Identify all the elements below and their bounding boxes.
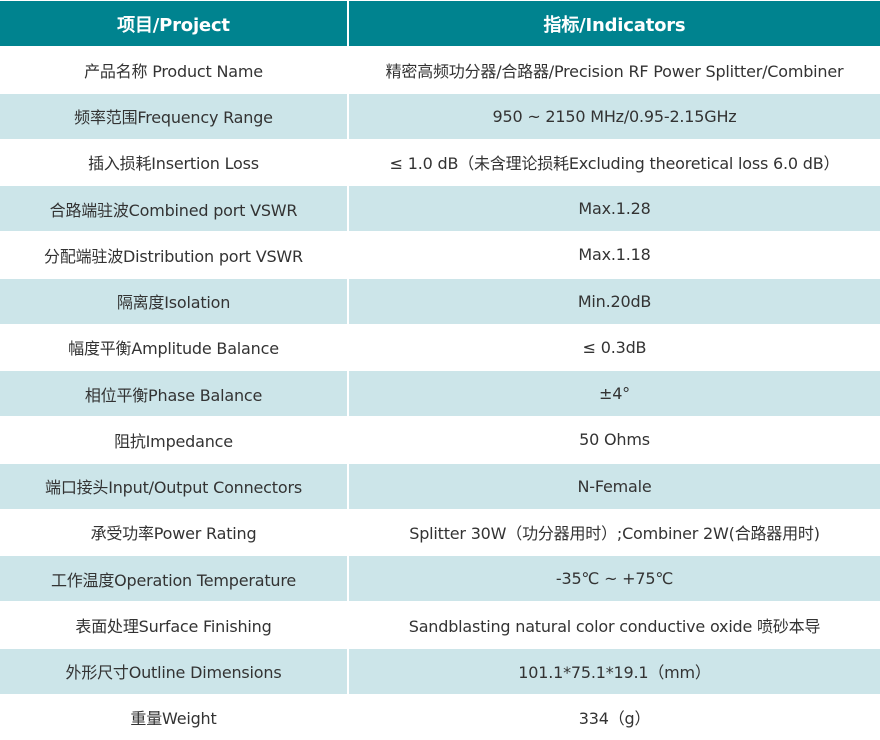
table-row: 隔离度Isolation Min.20dB xyxy=(0,278,880,325)
table-row: 阻抗Impedance 50 Ohms xyxy=(0,416,880,463)
table-row: 插入损耗Insertion Loss ≤ 1.0 dB（未含理论损耗Excludi… xyxy=(0,139,880,186)
row-label: 承受功率Power Rating xyxy=(0,509,349,556)
table-row: 端口接头Input/Output Connectors N-Female xyxy=(0,463,880,510)
table-row: 重量Weight 334（g） xyxy=(0,694,880,740)
row-value: -35℃ ~ +75℃ xyxy=(348,555,880,602)
table-row: 承受功率Power Rating Splitter 30W（功分器用时）;Comb… xyxy=(0,509,880,556)
row-label: 相位平衡Phase Balance xyxy=(0,370,349,417)
row-value: 101.1*75.1*19.1（mm） xyxy=(348,648,880,695)
row-value: Max.1.28 xyxy=(348,185,880,232)
row-label: 分配端驻波Distribution port VSWR xyxy=(0,231,349,278)
table-row: 工作温度Operation Temperature -35℃ ~ +75℃ xyxy=(0,555,880,602)
row-label: 工作温度Operation Temperature xyxy=(0,555,349,602)
row-value: ≤ 1.0 dB（未含理论损耗Excluding theoretical los… xyxy=(389,154,840,174)
table-row: 幅度平衡Amplitude Balance ≤ 0.3dB xyxy=(0,324,880,371)
table-row: 相位平衡Phase Balance ±4° xyxy=(0,370,880,417)
row-value: ±4° xyxy=(348,370,880,417)
row-label: 隔离度Isolation xyxy=(0,278,349,325)
row-value: Max.1.18 xyxy=(578,245,651,265)
header-project: 项目/Project xyxy=(0,0,349,47)
row-label: 外形尺寸Outline Dimensions xyxy=(0,648,349,695)
row-label: 重量Weight xyxy=(0,694,349,740)
row-value: 50 Ohms xyxy=(579,430,650,450)
row-label: 产品名称 Product Name xyxy=(0,46,349,93)
row-label: 幅度平衡Amplitude Balance xyxy=(0,324,349,371)
table-row: 合路端驻波Combined port VSWR Max.1.28 xyxy=(0,185,880,232)
row-value: Min.20dB xyxy=(348,278,880,325)
row-value: 334（g） xyxy=(578,709,651,729)
row-label: 插入损耗Insertion Loss xyxy=(0,139,349,186)
table-row: 表面处理Surface Finishing Sandblasting natura… xyxy=(0,601,880,648)
row-value: ≤ 0.3dB xyxy=(582,337,647,357)
row-label: 合路端驻波Combined port VSWR xyxy=(0,185,349,232)
table-row: 产品名称 Product Name 精密高频功分器/合路器/Precision R… xyxy=(0,46,880,93)
table-header-row: 项目/Project 指标/Indicators xyxy=(0,0,880,47)
row-label: 频率范围Frequency Range xyxy=(0,93,349,140)
table-row: 频率范围Frequency Range 950 ~ 2150 MHz/0.95-2… xyxy=(0,93,880,140)
row-value: 950 ~ 2150 MHz/0.95-2.15GHz xyxy=(348,93,880,140)
row-value: N-Female xyxy=(348,463,880,510)
table-row: 分配端驻波Distribution port VSWR Max.1.18 xyxy=(0,231,880,278)
row-value: Sandblasting natural color conductive ox… xyxy=(408,616,821,636)
row-label: 端口接头Input/Output Connectors xyxy=(0,463,349,510)
table-row: 外形尺寸Outline Dimensions 101.1*75.1*19.1（mm… xyxy=(0,648,880,695)
row-value: Splitter 30W（功分器用时）;Combiner 2W(合路器用时) xyxy=(409,524,820,544)
header-indicators: 指标/Indicators xyxy=(348,0,880,47)
row-value: 精密高频功分器/合路器/Precision RF Power Splitter/… xyxy=(385,61,844,81)
row-label: 阻抗Impedance xyxy=(0,416,349,463)
row-label: 表面处理Surface Finishing xyxy=(0,601,349,648)
